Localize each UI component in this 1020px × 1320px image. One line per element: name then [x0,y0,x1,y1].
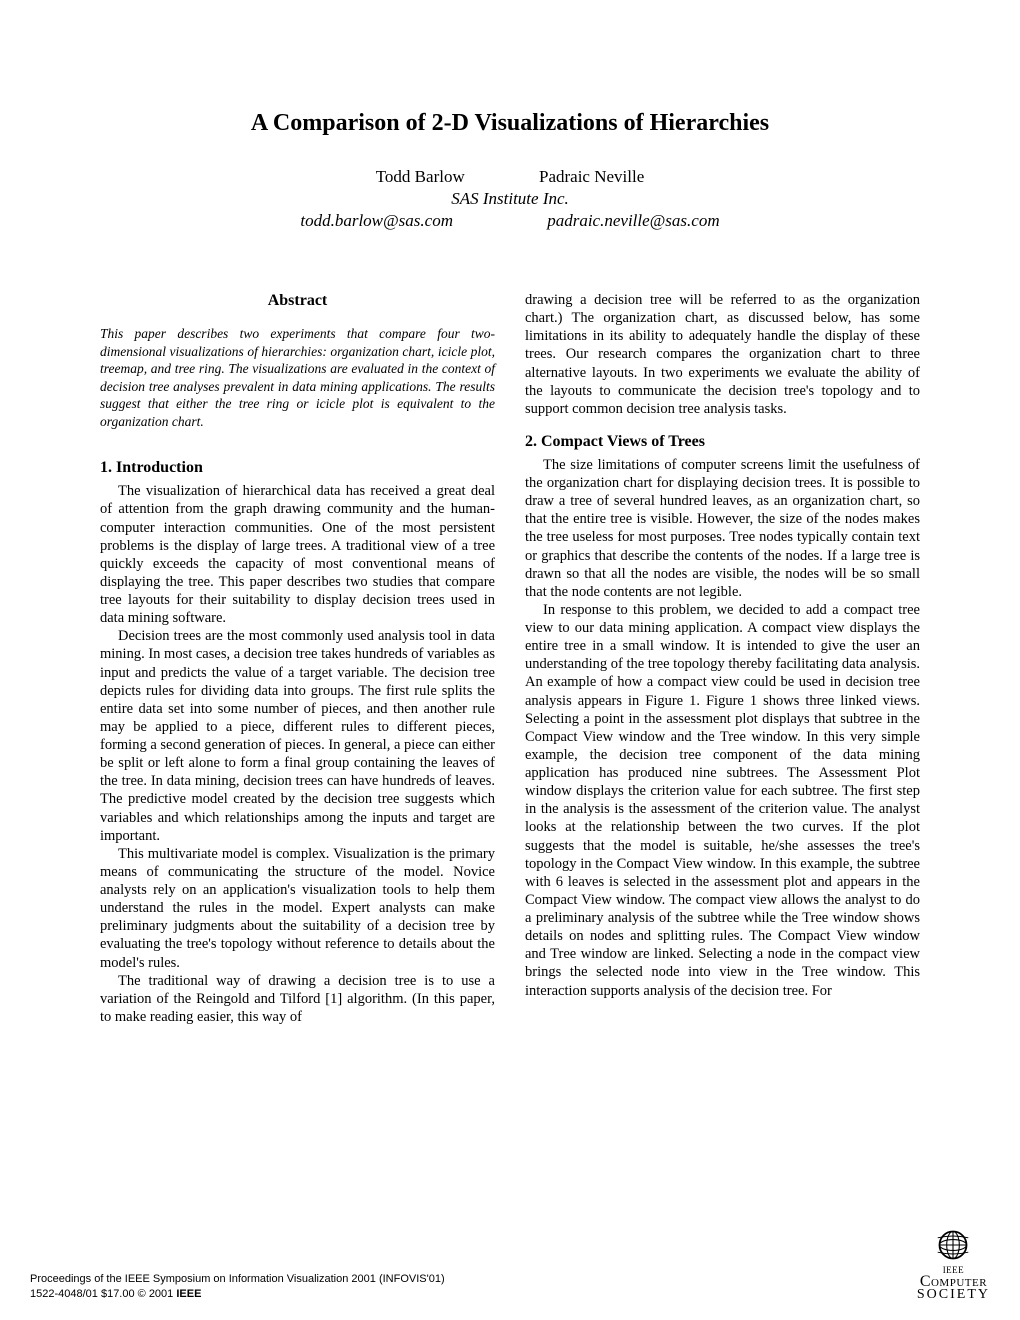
section-1-p4: The traditional way of drawing a decisio… [100,972,495,1026]
author-name-2: Padraic Neville [539,167,644,187]
two-column-body: Abstract This paper describes two experi… [100,291,920,1026]
section-1-p3: This multivariate model is complex. Visu… [100,845,495,972]
left-column: Abstract This paper describes two experi… [100,291,495,1026]
abstract-text: This paper describes two experiments tha… [100,325,495,430]
author-email-2: padraic.neville@sas.com [547,211,719,231]
col2-continuation-p: drawing a decision tree will be referred… [525,291,920,418]
footer-line-1: Proceedings of the IEEE Symposium on Inf… [30,1272,445,1287]
ieee-computer-society-logo: IEEE Computer SOCIETY [917,1227,990,1302]
email-row: todd.barlow@sas.com padraic.neville@sas.… [100,211,920,231]
section-1-p2: Decision trees are the most commonly use… [100,627,495,845]
abstract-heading: Abstract [100,291,495,311]
affiliation: SAS Institute Inc. [100,189,920,209]
page-footer: Proceedings of the IEEE Symposium on Inf… [30,1227,990,1302]
paper-title: A Comparison of 2-D Visualizations of Hi… [100,110,920,137]
author-name-1: Todd Barlow [376,167,465,187]
section-1-p1: The visualization of hierarchical data h… [100,482,495,627]
footer-citation: Proceedings of the IEEE Symposium on Inf… [30,1272,445,1302]
logo-society-text: SOCIETY [917,1289,990,1302]
author-email-1: todd.barlow@sas.com [300,211,453,231]
right-column: drawing a decision tree will be referred… [525,291,920,1026]
section-2-p2: In response to this problem, we decided … [525,601,920,1000]
section-2-heading: 2. Compact Views of Trees [525,432,920,452]
footer-line-2-prefix: 1522-4048/01 $17.00 © 2001 [30,1288,176,1300]
footer-ieee-bold: IEEE [176,1288,201,1300]
globe-icon [935,1227,971,1263]
author-names-row: Todd Barlow Padraic Neville [100,167,920,187]
footer-line-2: 1522-4048/01 $17.00 © 2001 IEEE [30,1287,445,1302]
section-1-heading: 1. Introduction [100,458,495,478]
section-2-p1: The size limitations of computer screens… [525,456,920,601]
authors-block: Todd Barlow Padraic Neville SAS Institut… [100,167,920,231]
